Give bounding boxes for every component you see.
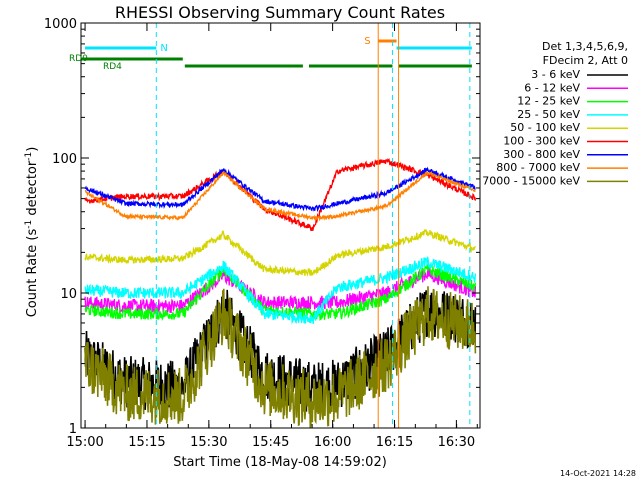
x-tick-label-1: 15:00 <box>66 435 103 450</box>
legend-label-4: 25 - 50 keV <box>517 108 580 121</box>
x-axis-label: Start Time (18-May-08 14:59:02) <box>173 455 387 470</box>
series-line-9 <box>84 286 477 428</box>
y-tick-label-2: 10 <box>60 287 77 302</box>
x-tick-label-3: 15:30 <box>190 435 227 450</box>
legend-header-decimation: FDecim 2, Att 0 <box>543 54 628 67</box>
x-tick-label-7: 16:30 <box>438 435 475 450</box>
x-tick-label-6: 16:15 <box>376 435 413 450</box>
plot-frame <box>80 22 481 429</box>
flag-layer <box>81 23 472 428</box>
legend-label-6: 100 - 300 keV <box>503 135 580 148</box>
chart-title: RHESSI Observing Summary Count Rates <box>115 3 445 22</box>
rd0-flag-label: RD0 <box>69 54 88 64</box>
rd4-flag-label: RD4 <box>103 62 122 72</box>
y-axis-label: Count Rate (s-1 detector-1) <box>24 147 40 318</box>
saa-flag-label: N <box>160 43 167 54</box>
x-tick-label-4: 15:45 <box>252 435 289 450</box>
x-tick-label-5: 16:00 <box>314 435 351 450</box>
series-line-5 <box>84 229 476 277</box>
legend-label-3: 12 - 25 keV <box>517 95 580 108</box>
legend-label-5: 50 - 100 keV <box>510 121 580 134</box>
legend-header-detectors: Det 1,3,4,5,6,9, <box>542 40 628 53</box>
legend-label-1: 3 - 6 keV <box>531 68 580 81</box>
plot-area <box>81 23 477 428</box>
flare-flag-label: S <box>364 36 370 47</box>
x-tick-label-2: 15:15 <box>128 435 165 450</box>
legend-label-8: 800 - 7000 keV <box>496 161 580 174</box>
y-tick-label-4: 1000 <box>44 17 77 32</box>
legend-label-7: 300 - 800 keV <box>503 148 580 161</box>
legend-label-2: 6 - 12 keV <box>524 81 580 94</box>
series-line-8 <box>84 170 476 222</box>
axis-ticks: N RD0 RD4 S 15:00 15:15 15:30 15:45 16:00 16:15 16… <box>44 17 480 450</box>
legend-label-9: 7000 - 15000 keV <box>482 174 580 187</box>
legend: Det 1,3,4,5,6,9, FDecim 2, Att 0 3 - 6 k… <box>482 40 628 187</box>
y-tick-label-3: 100 <box>52 152 77 167</box>
series-layer <box>84 157 477 428</box>
series-line-2 <box>84 267 477 315</box>
series-line-4 <box>84 256 477 325</box>
series-line-6 <box>84 157 477 232</box>
series-line-7 <box>84 166 476 213</box>
y-tick-label-1: 1 <box>69 422 77 437</box>
footer-timestamp: 14-Oct-2021 14:28 <box>560 469 636 478</box>
